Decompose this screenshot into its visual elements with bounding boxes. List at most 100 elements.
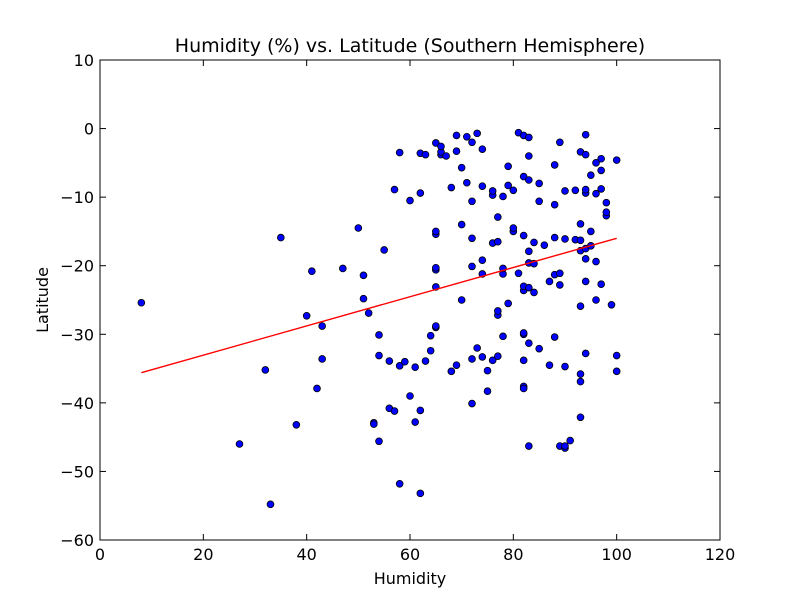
data-point bbox=[313, 384, 321, 393]
data-point bbox=[519, 356, 528, 365]
data-point bbox=[535, 179, 543, 188]
data-point bbox=[468, 138, 476, 147]
data-point bbox=[581, 277, 590, 286]
data-point bbox=[478, 353, 487, 361]
x-tick-label: 100 bbox=[601, 545, 632, 564]
data-point bbox=[292, 420, 301, 429]
x-tick-label: 60 bbox=[400, 545, 420, 564]
data-point bbox=[468, 355, 476, 363]
data-point bbox=[525, 283, 533, 292]
data-point bbox=[375, 331, 383, 339]
data-point bbox=[597, 154, 605, 163]
data-point bbox=[556, 281, 564, 289]
data-point bbox=[581, 150, 590, 159]
data-point bbox=[581, 349, 590, 358]
data-point bbox=[514, 269, 523, 278]
data-point bbox=[261, 366, 270, 374]
data-point bbox=[468, 399, 476, 408]
data-point bbox=[447, 367, 456, 376]
data-point bbox=[576, 413, 585, 422]
data-point bbox=[509, 186, 518, 195]
data-point bbox=[535, 197, 543, 206]
data-point bbox=[499, 192, 507, 201]
y-tick-label: −50 bbox=[60, 462, 94, 481]
data-point bbox=[375, 351, 383, 360]
data-point bbox=[504, 181, 512, 190]
x-axis: 0 20 40 60 80 100 120 bbox=[95, 60, 735, 564]
data-point bbox=[535, 344, 543, 353]
data-point bbox=[530, 238, 538, 247]
data-point bbox=[390, 407, 399, 415]
data-point bbox=[561, 235, 569, 243]
data-point bbox=[339, 264, 347, 273]
data-point bbox=[504, 299, 512, 308]
data-point bbox=[581, 130, 590, 139]
data-point bbox=[411, 418, 419, 426]
data-point bbox=[592, 189, 600, 198]
data-point bbox=[581, 185, 590, 194]
data-point bbox=[354, 224, 363, 232]
y-axis: 10 0 −10 −20 −30 −40 −50 −60 bbox=[60, 51, 720, 550]
data-point bbox=[364, 309, 373, 317]
data-point bbox=[525, 152, 533, 160]
data-point bbox=[452, 147, 461, 156]
data-point bbox=[550, 200, 559, 209]
data-point bbox=[406, 196, 414, 205]
data-point bbox=[576, 302, 585, 310]
data-point bbox=[597, 185, 605, 193]
data-point bbox=[561, 442, 569, 450]
data-point bbox=[318, 322, 326, 330]
data-point bbox=[463, 178, 471, 187]
y-tick-label: −60 bbox=[60, 531, 94, 550]
data-point bbox=[494, 352, 502, 361]
data-point bbox=[488, 356, 497, 365]
y-tick-label: −10 bbox=[60, 188, 94, 207]
data-point bbox=[447, 183, 456, 192]
data-point bbox=[607, 300, 616, 309]
data-point bbox=[318, 355, 326, 363]
data-point bbox=[426, 331, 435, 340]
data-point bbox=[566, 436, 574, 445]
data-point bbox=[375, 437, 383, 446]
data-point bbox=[612, 156, 621, 164]
data-point bbox=[468, 197, 476, 206]
data-point bbox=[550, 161, 559, 169]
data-point bbox=[561, 362, 569, 371]
x-axis-label: Humidity bbox=[374, 569, 447, 588]
data-point bbox=[550, 233, 559, 242]
regression-line bbox=[141, 237, 617, 374]
data-point bbox=[385, 357, 394, 365]
data-point bbox=[468, 234, 476, 243]
data-point bbox=[556, 269, 564, 278]
data-point bbox=[602, 198, 611, 207]
data-point bbox=[390, 185, 399, 194]
data-point bbox=[494, 307, 502, 315]
y-tick-label: 10 bbox=[74, 51, 94, 70]
x-tick-label: 20 bbox=[193, 545, 213, 564]
data-point bbox=[540, 241, 549, 249]
data-point bbox=[457, 220, 466, 229]
data-point bbox=[401, 357, 409, 366]
data-point bbox=[612, 367, 621, 376]
data-point bbox=[587, 171, 595, 180]
data-point bbox=[478, 145, 487, 153]
data-point bbox=[277, 233, 285, 242]
data-point bbox=[525, 176, 533, 184]
data-point bbox=[519, 384, 528, 393]
data-point bbox=[432, 227, 440, 236]
data-point bbox=[581, 255, 590, 263]
data-point bbox=[488, 187, 497, 195]
data-point bbox=[137, 298, 146, 307]
data-point bbox=[421, 357, 430, 365]
y-axis-label: Latitude bbox=[33, 267, 52, 333]
data-point bbox=[432, 139, 440, 147]
data-point bbox=[473, 129, 481, 138]
data-point bbox=[416, 189, 425, 197]
data-point bbox=[426, 346, 435, 355]
data-point bbox=[478, 256, 487, 265]
x-tick-label: 40 bbox=[296, 545, 316, 564]
data-point bbox=[525, 339, 533, 348]
data-point bbox=[442, 152, 450, 160]
data-point bbox=[592, 257, 600, 266]
data-point bbox=[463, 133, 471, 141]
